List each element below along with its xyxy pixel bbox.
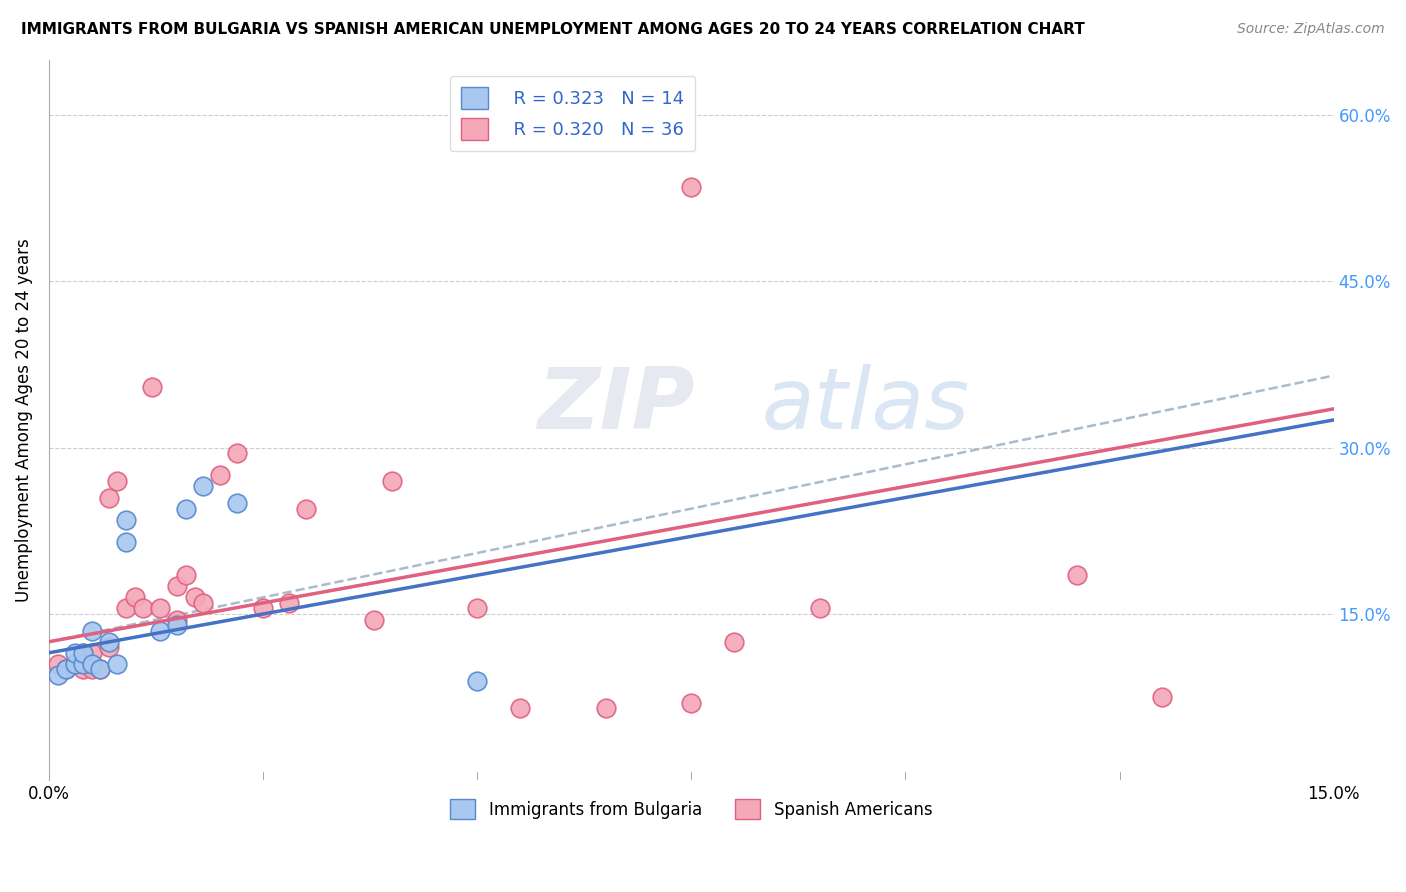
Point — [97, 640, 120, 655]
Point — [166, 613, 188, 627]
Text: ZIP: ZIP — [537, 364, 695, 447]
Text: Source: ZipAtlas.com: Source: ZipAtlas.com — [1237, 22, 1385, 37]
Text: IMMIGRANTS FROM BULGARIA VS SPANISH AMERICAN UNEMPLOYMENT AMONG AGES 20 TO 24 YE: IMMIGRANTS FROM BULGARIA VS SPANISH AMER… — [21, 22, 1085, 37]
Point — [107, 474, 129, 488]
Point — [277, 596, 299, 610]
Point — [72, 646, 94, 660]
Point — [63, 646, 86, 660]
Point — [115, 601, 138, 615]
Point — [89, 662, 111, 676]
Point — [1066, 568, 1088, 582]
Point — [1152, 690, 1174, 705]
Point — [80, 646, 103, 660]
Point — [808, 601, 831, 615]
Point — [149, 601, 172, 615]
Point — [465, 601, 488, 615]
Point — [124, 591, 146, 605]
Point — [149, 624, 172, 638]
Point — [174, 568, 197, 582]
Point — [509, 701, 531, 715]
Point — [89, 662, 111, 676]
Point — [115, 513, 138, 527]
Point — [595, 701, 617, 715]
Point — [723, 634, 745, 648]
Point — [681, 696, 703, 710]
Point — [55, 662, 77, 676]
Point — [191, 596, 214, 610]
Point — [681, 180, 703, 194]
Point — [183, 591, 205, 605]
Point — [141, 380, 163, 394]
Point — [46, 657, 69, 671]
Point — [363, 613, 385, 627]
Point — [132, 601, 155, 615]
Point — [174, 501, 197, 516]
Point — [226, 446, 249, 460]
Point — [63, 657, 86, 671]
Point — [166, 579, 188, 593]
Point — [72, 662, 94, 676]
Point — [97, 491, 120, 505]
Point — [46, 668, 69, 682]
Point — [80, 624, 103, 638]
Point — [115, 535, 138, 549]
Point — [465, 673, 488, 688]
Point — [63, 657, 86, 671]
Point — [166, 618, 188, 632]
Y-axis label: Unemployment Among Ages 20 to 24 years: Unemployment Among Ages 20 to 24 years — [15, 238, 32, 602]
Point — [380, 474, 402, 488]
Point — [209, 468, 232, 483]
Point — [107, 657, 129, 671]
Point — [80, 662, 103, 676]
Point — [80, 657, 103, 671]
Text: atlas: atlas — [762, 364, 970, 447]
Point — [226, 496, 249, 510]
Legend: Immigrants from Bulgaria, Spanish Americans: Immigrants from Bulgaria, Spanish Americ… — [444, 792, 939, 826]
Point — [55, 662, 77, 676]
Point — [252, 601, 274, 615]
Point — [72, 657, 94, 671]
Point — [72, 646, 94, 660]
Point — [97, 634, 120, 648]
Point — [191, 479, 214, 493]
Point — [295, 501, 318, 516]
